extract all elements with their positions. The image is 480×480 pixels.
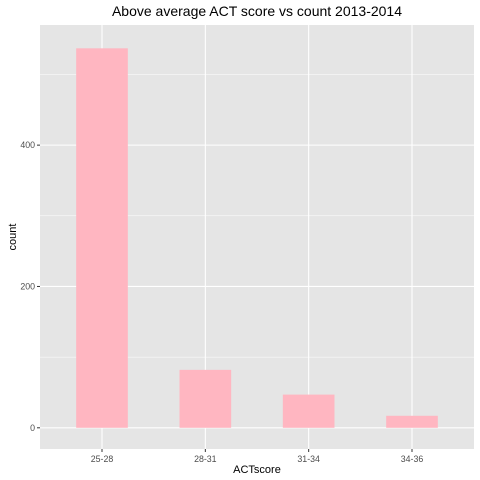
x-tick-label: 34-36	[401, 454, 424, 464]
y-tick-label: 400	[20, 140, 35, 150]
x-tick-label: 25-28	[91, 454, 114, 464]
x-axis-title: ACTscore	[233, 464, 281, 476]
y-axis-ticks: 0 200 400	[20, 140, 40, 433]
bar-25-28	[76, 48, 128, 427]
bar-28-31	[180, 370, 232, 428]
x-axis-ticks: 25-28 28-31 31-34 34-36	[91, 449, 424, 464]
y-axis-title: count	[7, 224, 19, 251]
bar-34-36	[386, 416, 438, 428]
chart-title: Above average ACT score vs count 2013-20…	[112, 3, 402, 19]
bar-31-34	[283, 395, 335, 428]
x-tick-label: 31-34	[297, 454, 320, 464]
y-tick-label: 200	[20, 281, 35, 291]
x-tick-label: 28-31	[194, 454, 217, 464]
y-tick-label: 0	[30, 423, 35, 433]
